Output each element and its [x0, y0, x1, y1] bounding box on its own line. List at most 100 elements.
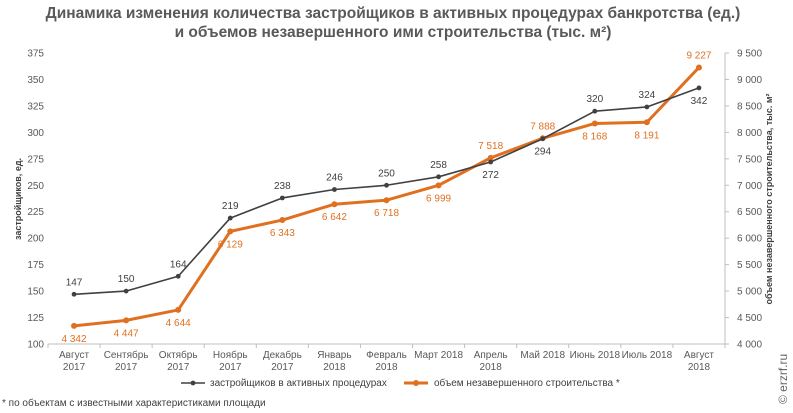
x-tick-label: Январь 2018	[317, 350, 351, 373]
right-tick-label: 6 000	[737, 234, 762, 245]
data-point-volume	[435, 182, 442, 189]
left-tick-label: 275	[27, 154, 44, 165]
x-tick-label-line: Апрель	[474, 350, 508, 361]
series-line-developers	[73, 87, 700, 296]
data-label-developers: 294	[534, 147, 551, 158]
data-point-developers	[227, 215, 233, 221]
x-tick-label-line: 2017	[167, 362, 190, 373]
chart-title-line2: и объемов незавершенного ими строительст…	[175, 24, 612, 41]
data-point-volume	[383, 197, 390, 204]
x-tick-label-line: Декабрь	[263, 349, 302, 361]
data-label-volume: 6 642	[322, 212, 347, 223]
x-tick-label: Ноябрь 2017	[213, 349, 248, 373]
left-tick-label: 225	[27, 207, 44, 218]
right-tick-label: 4 000	[737, 340, 762, 351]
left-tick-label: 350	[27, 75, 44, 86]
series-layer	[71, 64, 702, 329]
x-tick-label: Февраль 2018	[366, 350, 407, 373]
x-tick-label-line: 2017	[115, 362, 138, 373]
x-tick-label: Март 2018	[414, 350, 463, 361]
x-tick-label-line: Июнь 2018	[570, 350, 621, 361]
data-point-developers	[332, 187, 337, 192]
x-tick-label-line: 2018	[688, 362, 711, 373]
legend-marker-developers	[190, 380, 196, 386]
data-label-developers: 147	[66, 277, 83, 288]
x-tick-label-line: Январь	[317, 350, 351, 361]
data-label-volume: 8 191	[634, 130, 659, 141]
data-point-developers	[540, 136, 546, 142]
data-label-developers: 238	[274, 181, 291, 192]
data-label-volume: 6 718	[374, 208, 399, 219]
x-tick-label-line: Июль 2018	[622, 350, 673, 361]
data-point-developers	[123, 288, 129, 294]
x-tick-label-line: Август	[684, 350, 715, 361]
data-label-developers: 164	[170, 259, 187, 270]
data-point-volume	[123, 317, 130, 324]
data-point-volume	[227, 228, 234, 235]
x-tick-label-line: 2018	[480, 362, 503, 373]
right-tick-label: 7 500	[737, 154, 762, 165]
data-label-developers: 320	[586, 94, 603, 105]
data-label-volume: 6 129	[218, 239, 243, 250]
data-label-volume: 6 343	[270, 228, 295, 239]
x-tick-label-line: Февраль	[366, 350, 407, 361]
left-axis-ticks: 100 125 150 175 200 225 250 275 300 325 350 375	[27, 49, 44, 351]
data-point-developers	[71, 291, 77, 297]
legend-label-volume: объем незавершенного строительства *	[434, 377, 620, 389]
x-tick-label: Декабрь 2017	[263, 349, 302, 373]
data-point-volume	[279, 217, 286, 224]
x-tick-label-line: 2017	[63, 362, 86, 373]
right-tick-label: 9 000	[737, 75, 762, 86]
x-tick-label: Октябрь 2017	[159, 349, 198, 373]
data-label-developers: 324	[639, 90, 656, 101]
x-tick-label: Июль 2018	[622, 350, 673, 361]
x-tick-label-line: Март 2018	[414, 350, 463, 361]
x-tick-label: Апрель 2018	[474, 350, 508, 373]
data-point-volume	[487, 154, 494, 161]
data-point-volume	[175, 306, 182, 313]
data-label-volume: 7 888	[530, 121, 555, 132]
data-label-volume: 6 999	[426, 193, 451, 204]
data-label-developers: 342	[691, 96, 708, 107]
right-tick-label: 5 000	[737, 287, 762, 298]
chart-title-line1: Динамика изменения количества застройщик…	[46, 5, 741, 22]
data-point-volume	[71, 322, 78, 329]
data-label-volume: 4 447	[114, 328, 139, 339]
x-tick-label-line: 2018	[323, 362, 346, 373]
left-tick-label: 150	[27, 287, 44, 298]
data-point-developers	[175, 273, 181, 279]
data-label-developers: 246	[326, 173, 343, 184]
data-point-developers	[279, 195, 285, 201]
legend: застройщиков в активных процедурах объем…	[181, 377, 620, 389]
x-tick-label: Август 2017	[59, 350, 90, 373]
left-tick-label: 300	[27, 128, 44, 139]
watermark: © erzrf.ru	[776, 354, 790, 404]
left-tick-label: 200	[27, 234, 44, 245]
x-tick-label: Июнь 2018	[570, 350, 621, 361]
left-tick-label: 100	[27, 340, 44, 351]
left-tick-label: 250	[27, 181, 44, 192]
left-tick-label: 325	[27, 101, 44, 112]
data-point-volume	[331, 201, 338, 208]
data-label-developers: 250	[378, 168, 395, 179]
footnote: * по объектам с известными характеристик…	[2, 397, 266, 409]
data-label-volume: 7 518	[478, 141, 503, 152]
axes	[48, 53, 726, 345]
x-tick-label-line: Ноябрь	[213, 349, 248, 361]
data-label-volume: 8 168	[582, 131, 607, 142]
left-axis-label: застройщиков, ед.	[13, 158, 23, 240]
data-point-developers	[436, 174, 441, 180]
x-tick-label-line: 2017	[271, 362, 294, 373]
legend-marker-volume	[413, 380, 419, 386]
data-point-developers	[644, 104, 650, 110]
data-label-volume: 4 342	[62, 334, 87, 345]
x-tick-label-line: Август	[59, 350, 90, 361]
right-tick-label: 5 500	[737, 260, 762, 271]
right-tick-label: 8 000	[737, 128, 762, 139]
right-axis-label: объем незавершенного строительства, тыс.…	[764, 94, 774, 305]
x-tick-label: Май 2018	[520, 350, 565, 361]
right-tick-label: 6 500	[737, 207, 762, 218]
x-tick-label-line: Сентябрь	[104, 349, 149, 361]
